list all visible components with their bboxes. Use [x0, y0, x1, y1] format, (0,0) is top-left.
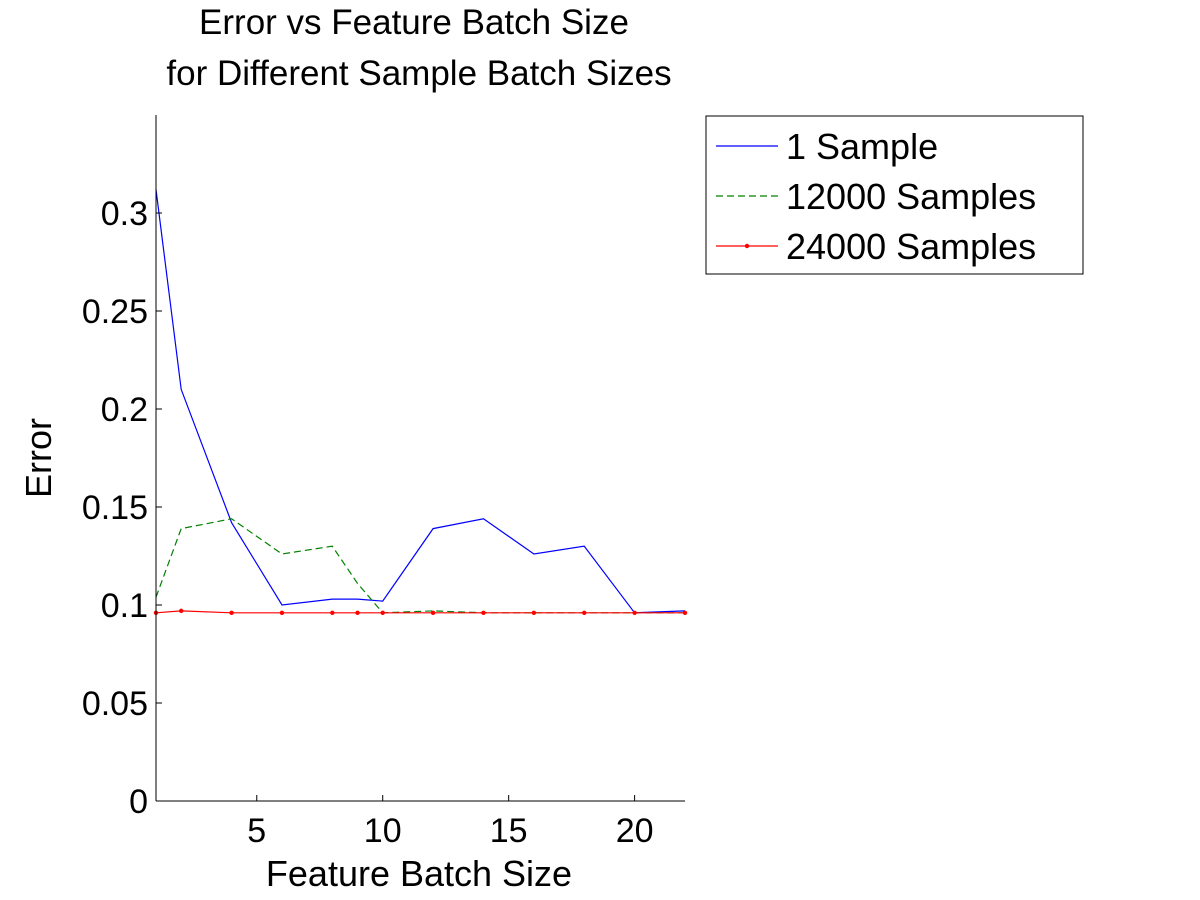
- series-point-24000-samples: [430, 610, 436, 616]
- series-point-24000-samples: [178, 608, 184, 614]
- series-point-24000-samples: [582, 610, 587, 616]
- legend-label-1-sample: 1 Sample: [786, 126, 938, 167]
- legend-label-24000-samples: 24000 Samples: [786, 226, 1036, 267]
- y-axis-label: Error: [18, 418, 59, 498]
- y-tick-label: 0.05: [82, 685, 148, 723]
- series-point-24000-samples: [632, 610, 637, 616]
- x-ticks: 5 10 15 20: [247, 795, 654, 850]
- series-point-24000-samples: [481, 610, 486, 616]
- x-tick-label: 15: [490, 812, 528, 850]
- x-tick-label: 20: [616, 812, 654, 850]
- legend-box: [705, 115, 1084, 275]
- y-ticks: 0 0.05 0.1 0.15 0.2 0.25 0.3: [82, 195, 162, 821]
- series-line-1-sample: [155, 189, 686, 614]
- series-point-24000-samples: [355, 610, 360, 616]
- series-line-12000-samples: [155, 518, 685, 614]
- series-point-24000-samples: [330, 610, 335, 616]
- x-tick-label: 10: [364, 812, 402, 850]
- y-tick-label: 0.2: [101, 391, 148, 429]
- x-tick-label: 5: [247, 812, 266, 850]
- legend-items: 1 Sample 12000 Samples 24000 Samples: [716, 126, 1036, 267]
- series-point-24000-samples: [380, 610, 385, 616]
- series-point-24000-samples: [682, 610, 688, 616]
- series-point-24000-samples: [279, 610, 285, 616]
- chart-title: Error vs Feature Batch Size: [199, 3, 629, 42]
- chart-subtitle: for Different Sample Batch Sizes: [166, 54, 671, 93]
- y-tick-label: 0.25: [82, 293, 148, 331]
- plot-area: 0 0.05 0.1 0.15 0.2 0.25 0.3 5 10 15 20: [82, 115, 688, 850]
- y-tick-label: 0.3: [101, 195, 148, 233]
- x-axis-label: Feature Batch Size: [266, 853, 572, 894]
- legend: 1 Sample 12000 Samples 24000 Samples: [705, 115, 1084, 275]
- series-point-24000-samples: [531, 610, 537, 616]
- legend-label-12000-samples: 12000 Samples: [786, 176, 1036, 217]
- series-layer: [153, 189, 688, 616]
- y-tick-label: 0.1: [101, 587, 148, 625]
- y-tick-label: 0: [129, 783, 148, 821]
- y-tick-label: 0.15: [82, 489, 148, 527]
- legend-marker-24000-samples: [744, 243, 750, 249]
- series-point-24000-samples: [229, 610, 234, 616]
